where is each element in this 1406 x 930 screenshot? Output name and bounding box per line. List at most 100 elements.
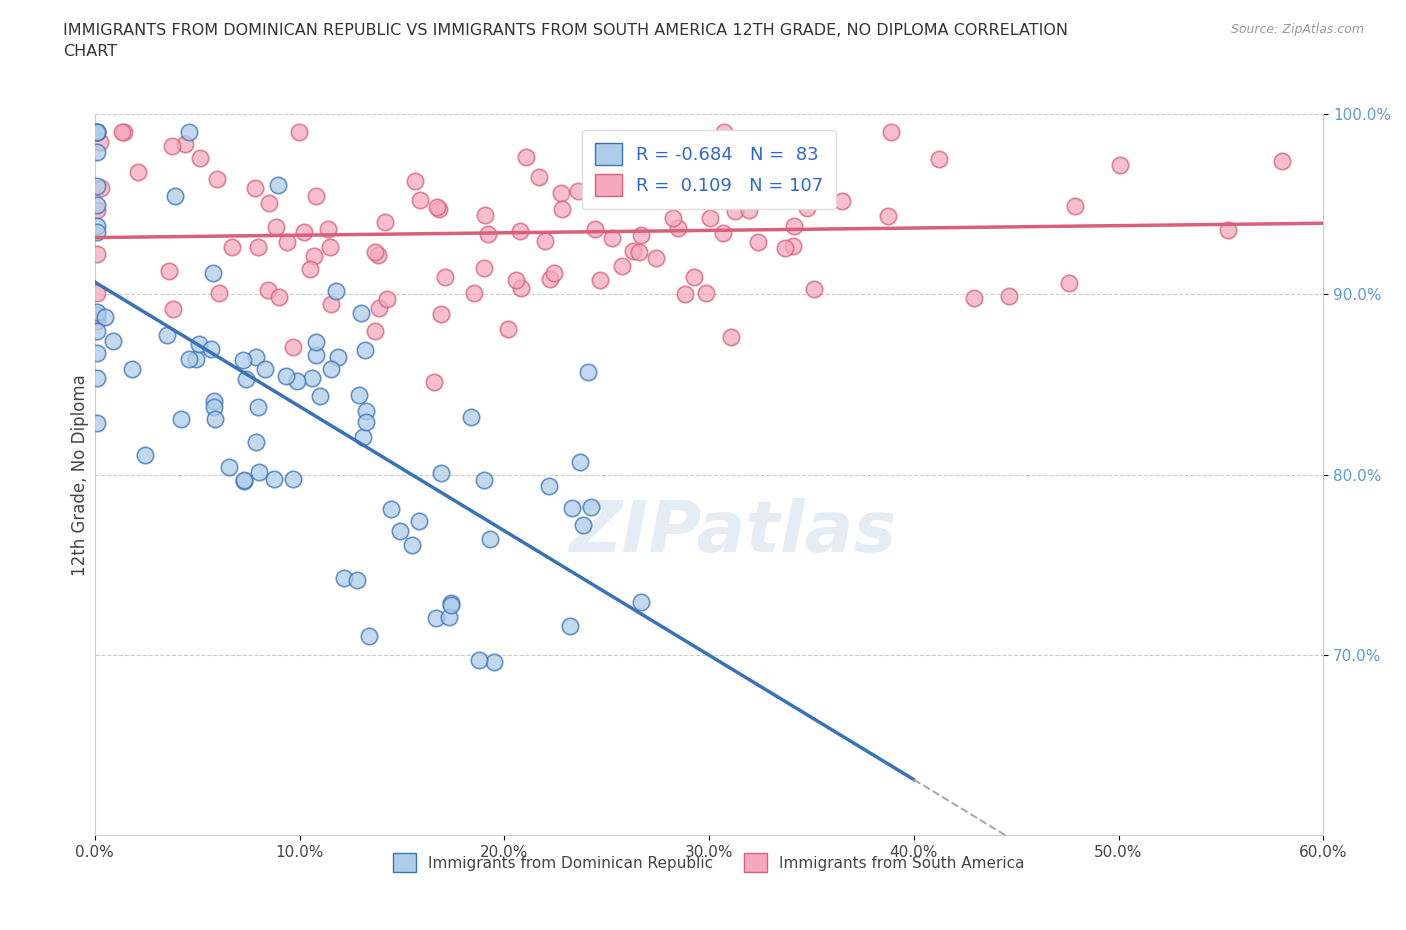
Point xyxy=(301,370,323,385)
Point xyxy=(86,307,108,322)
Point xyxy=(569,455,592,470)
Point xyxy=(600,231,623,246)
Point xyxy=(292,224,315,239)
Point xyxy=(349,388,371,403)
Point xyxy=(619,168,641,183)
Point xyxy=(423,375,446,390)
Point xyxy=(354,415,377,430)
Point xyxy=(263,472,285,486)
Point xyxy=(112,125,135,140)
Y-axis label: 12th Grade, No Diploma: 12th Grade, No Diploma xyxy=(72,374,89,576)
Point xyxy=(440,598,463,613)
Point xyxy=(796,201,818,216)
Point xyxy=(711,226,734,241)
Point xyxy=(477,226,499,241)
Point xyxy=(86,286,108,300)
Point xyxy=(474,207,496,222)
Point xyxy=(401,538,423,552)
Point xyxy=(880,125,903,140)
Point xyxy=(737,203,759,218)
Point xyxy=(928,152,950,166)
Point xyxy=(287,125,309,140)
Point xyxy=(579,499,602,514)
Point xyxy=(662,210,685,225)
Point xyxy=(304,348,326,363)
Point xyxy=(218,459,240,474)
Point xyxy=(86,313,108,328)
Point xyxy=(276,234,298,249)
Point xyxy=(773,240,796,255)
Point xyxy=(160,139,183,153)
Point xyxy=(440,595,463,610)
Point xyxy=(877,208,900,223)
Point xyxy=(478,531,501,546)
Point xyxy=(782,239,804,254)
Point xyxy=(588,272,610,287)
Point xyxy=(245,434,267,449)
Point xyxy=(207,171,229,186)
Point xyxy=(257,196,280,211)
Point xyxy=(188,337,211,352)
Point xyxy=(375,291,398,306)
Point xyxy=(538,478,561,493)
Point xyxy=(472,261,495,276)
Point xyxy=(374,214,396,229)
Point xyxy=(232,353,254,368)
Point xyxy=(666,220,689,235)
Point xyxy=(86,145,108,160)
Point xyxy=(202,265,225,280)
Point xyxy=(699,210,721,225)
Point xyxy=(156,327,179,342)
Point xyxy=(309,389,332,404)
Point xyxy=(803,282,825,297)
Point xyxy=(426,199,449,214)
Point xyxy=(101,334,124,349)
Point xyxy=(184,352,207,366)
Point xyxy=(404,174,426,189)
Point xyxy=(576,365,599,379)
Point xyxy=(572,517,595,532)
Point xyxy=(963,291,986,306)
Point xyxy=(86,125,108,140)
Point xyxy=(349,306,371,321)
Point xyxy=(515,149,537,164)
Point xyxy=(121,362,143,377)
Point xyxy=(357,628,380,643)
Point xyxy=(256,283,278,298)
Point xyxy=(1271,153,1294,168)
Point xyxy=(86,125,108,140)
Point xyxy=(169,411,191,426)
Point xyxy=(86,125,108,140)
Point xyxy=(302,249,325,264)
Point xyxy=(319,297,342,312)
Point xyxy=(484,655,506,670)
Point xyxy=(567,183,589,198)
Point xyxy=(558,618,581,633)
Point xyxy=(621,244,644,259)
Point xyxy=(388,524,411,538)
Point xyxy=(163,189,186,204)
Point xyxy=(1218,222,1240,237)
Point xyxy=(747,234,769,249)
Point xyxy=(561,500,583,515)
Point xyxy=(1109,158,1132,173)
Point xyxy=(86,346,108,361)
Point xyxy=(316,221,339,236)
Point xyxy=(543,265,565,280)
Point xyxy=(200,341,222,356)
Point xyxy=(208,286,231,300)
Point xyxy=(86,179,108,193)
Point xyxy=(1064,198,1087,213)
Point xyxy=(643,189,665,204)
Point xyxy=(90,180,112,195)
Point xyxy=(276,368,298,383)
Point xyxy=(243,181,266,196)
Point xyxy=(162,302,184,317)
Point xyxy=(305,335,328,350)
Text: Source: ZipAtlas.com: Source: ZipAtlas.com xyxy=(1230,23,1364,36)
Point xyxy=(86,416,108,431)
Point xyxy=(86,203,108,218)
Point xyxy=(630,594,652,609)
Point xyxy=(409,193,432,207)
Point xyxy=(157,263,180,278)
